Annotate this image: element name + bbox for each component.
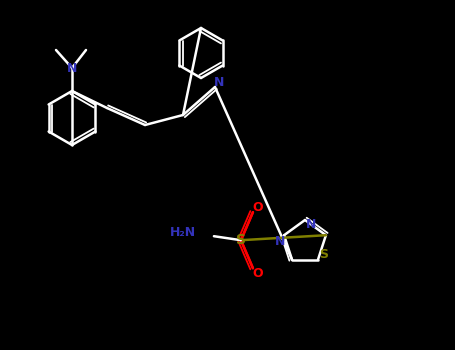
- Text: S: S: [319, 248, 329, 261]
- Text: S: S: [236, 233, 246, 247]
- Text: N: N: [306, 217, 316, 231]
- Text: O: O: [253, 267, 263, 280]
- Text: N: N: [67, 62, 77, 75]
- Text: N: N: [214, 77, 224, 90]
- Text: O: O: [253, 201, 263, 214]
- Text: N: N: [275, 235, 285, 248]
- Text: H₂N: H₂N: [170, 226, 196, 239]
